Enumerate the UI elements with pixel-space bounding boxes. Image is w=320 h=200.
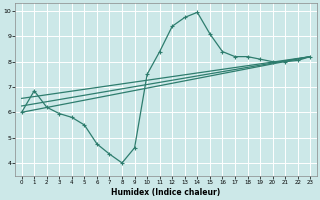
X-axis label: Humidex (Indice chaleur): Humidex (Indice chaleur)	[111, 188, 220, 197]
